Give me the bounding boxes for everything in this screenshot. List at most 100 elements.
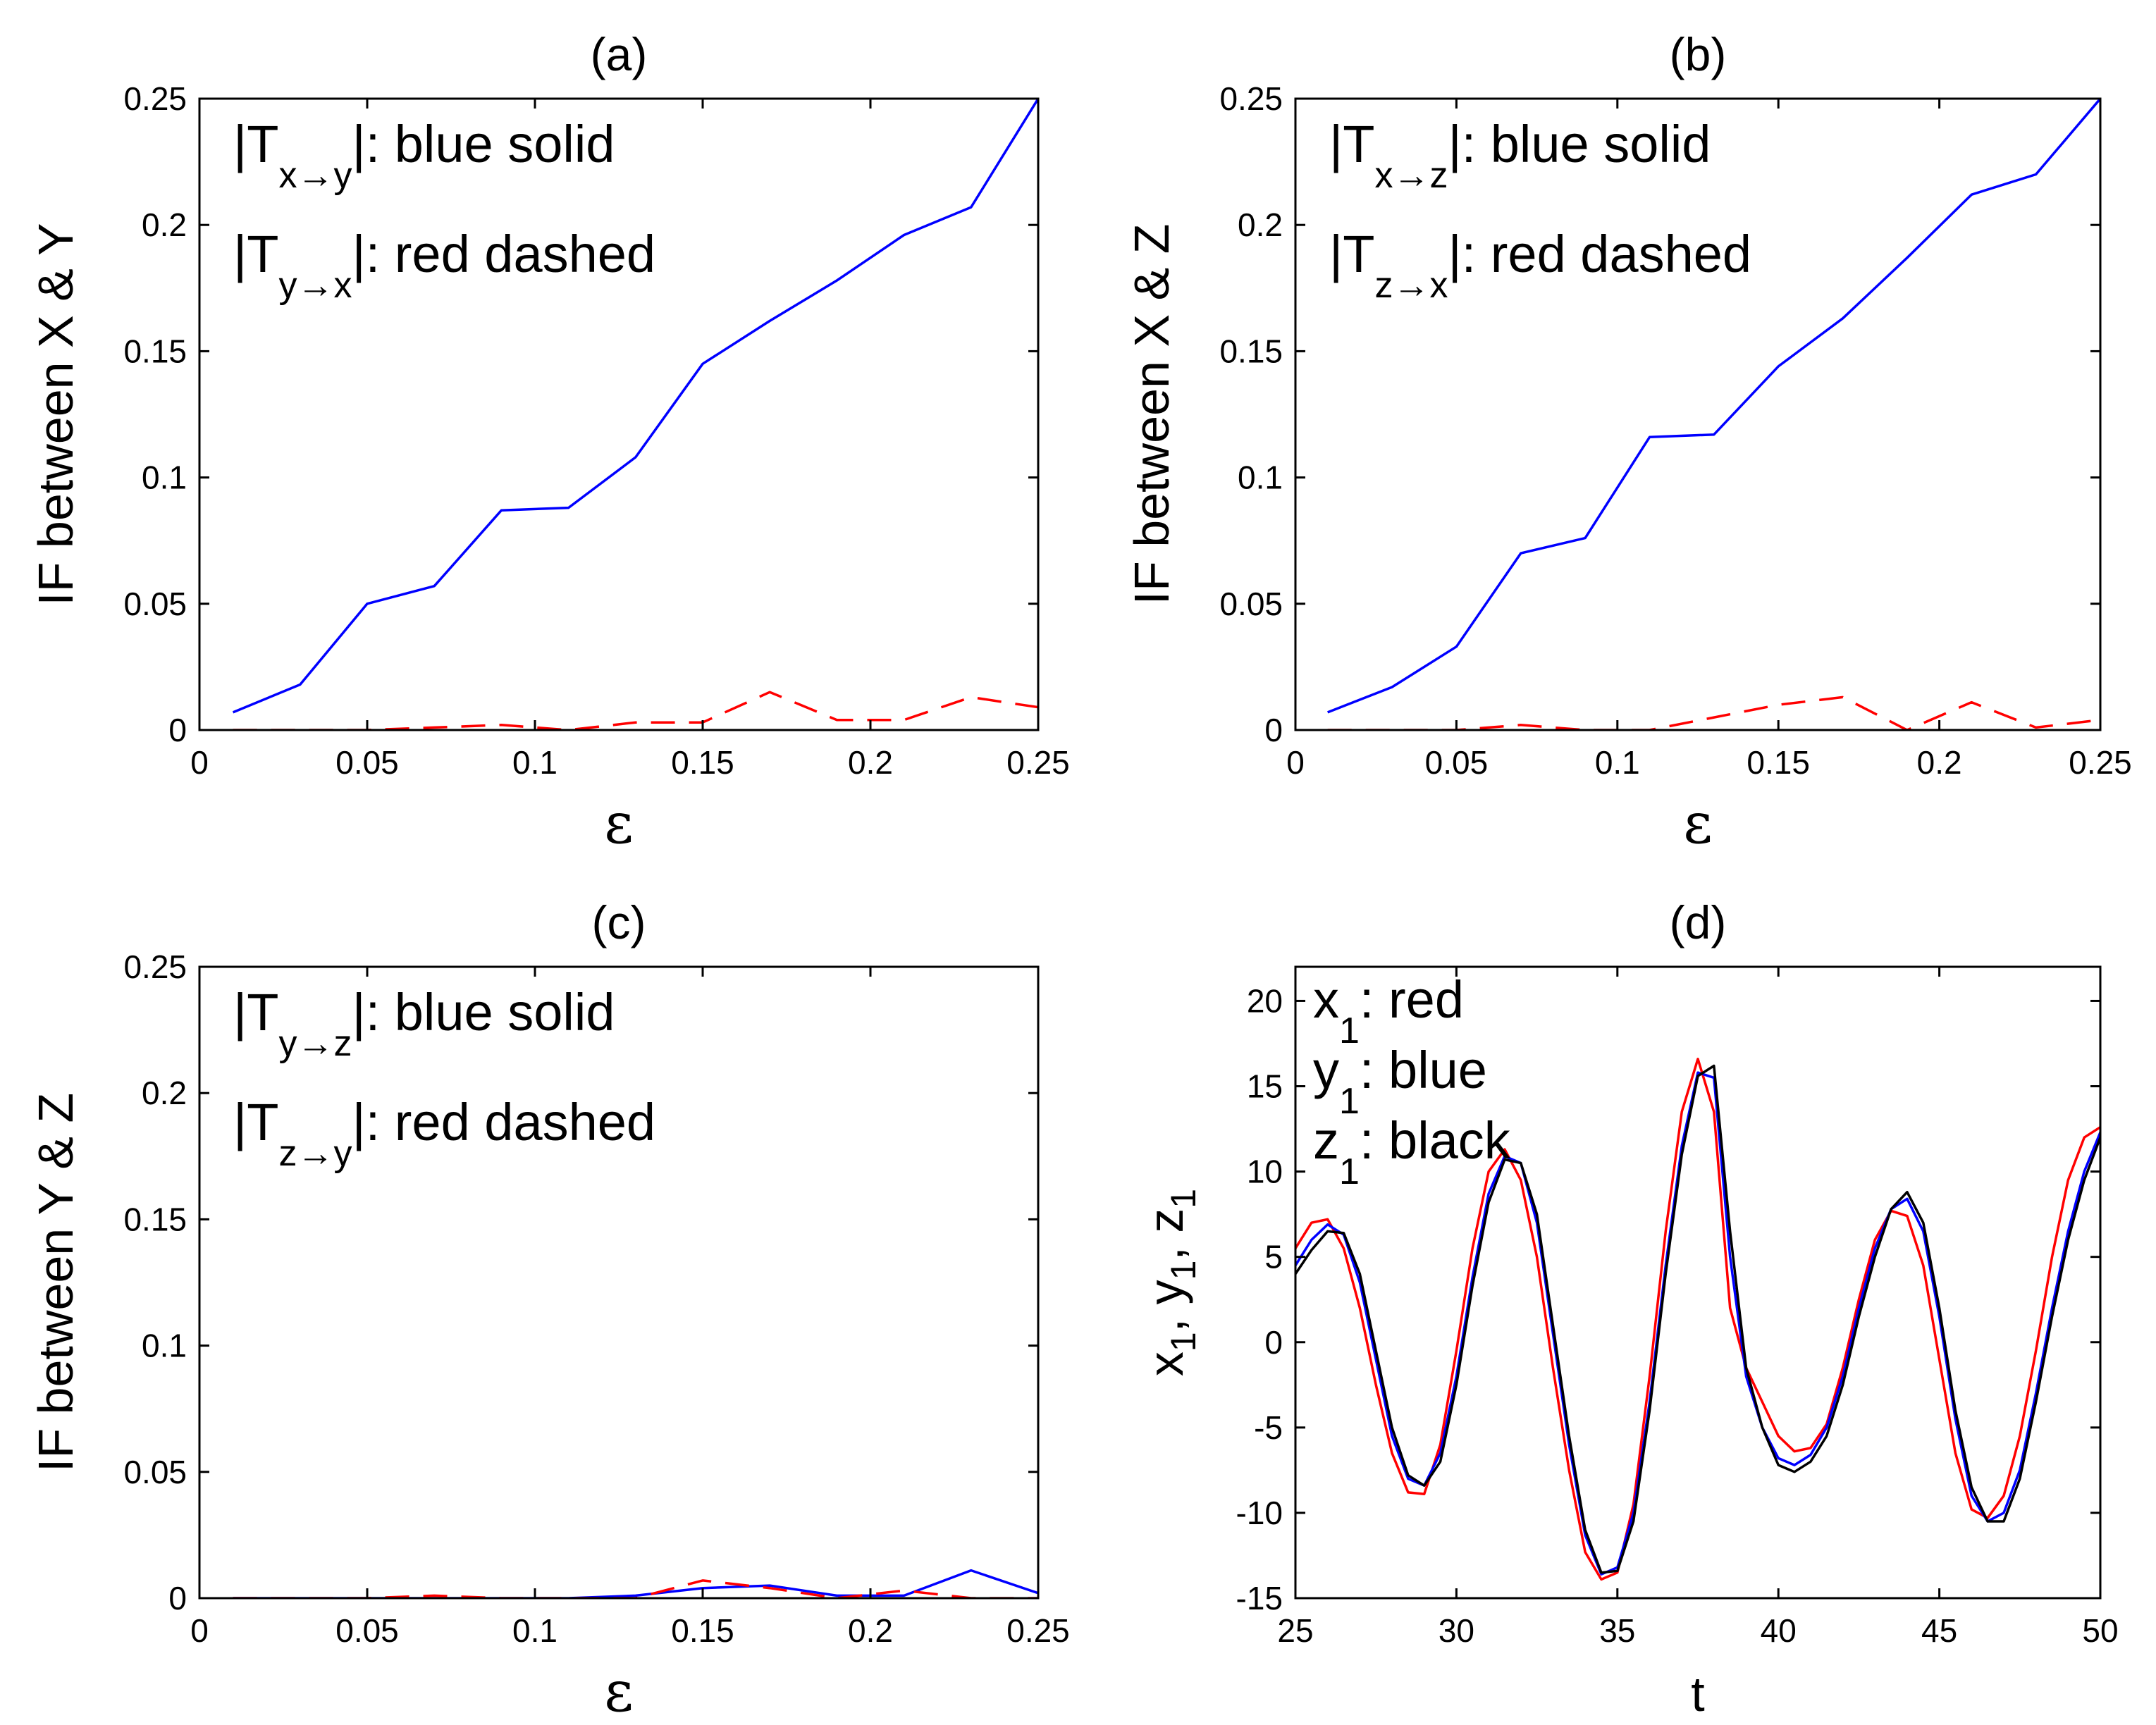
y-tick-label: 0 bbox=[1264, 712, 1283, 748]
x-tick-label: 0.2 bbox=[1917, 744, 1962, 781]
x-tick-label: 0 bbox=[190, 1612, 209, 1649]
x-axis-label: ε bbox=[604, 791, 633, 856]
y-axis-label: IF between X & Y bbox=[28, 223, 83, 605]
series-line-txy bbox=[232, 99, 1038, 714]
y-axis-label-part: x bbox=[1138, 1352, 1193, 1376]
y-tick-label: 0.2 bbox=[1238, 206, 1283, 243]
legend-subscript: 1 bbox=[1339, 1081, 1360, 1122]
legend-subscript: x→z bbox=[1374, 155, 1448, 196]
legend-suffix: |: blue solid bbox=[1448, 115, 1711, 173]
legend-entry: |Tx→y|: blue solid bbox=[233, 115, 615, 196]
legend-suffix: |: red dashed bbox=[1448, 225, 1751, 283]
legend-subscript: 1 bbox=[1339, 1151, 1360, 1192]
y-axis-label-sep: , bbox=[1138, 1233, 1193, 1261]
legend-suffix: : blue bbox=[1360, 1041, 1487, 1099]
x-tick-label: 35 bbox=[1599, 1612, 1635, 1649]
panel-title: (b) bbox=[1670, 28, 1727, 80]
legend-entry: x1: red bbox=[1313, 970, 1464, 1051]
y-axis-label-part: y bbox=[1138, 1280, 1193, 1304]
legend-subscript: y→z bbox=[278, 1023, 352, 1064]
x-tick-label: 0.05 bbox=[1425, 744, 1489, 781]
legend-suffix: |: red dashed bbox=[352, 1093, 655, 1151]
legend-subscript: z→x bbox=[1374, 265, 1448, 306]
y-tick-label: 0.25 bbox=[1219, 80, 1283, 117]
y-tick-label: -15 bbox=[1236, 1580, 1283, 1616]
x-tick-label: 0.05 bbox=[335, 744, 399, 781]
panel-d: 25 30 35 40 45 50 -15 -10 -5 0 5 10 15 20 (d) t x1, y1, … bbox=[1138, 896, 2119, 1721]
legend-prefix: |T bbox=[233, 1093, 278, 1151]
y-tick-label: 0 bbox=[168, 712, 187, 748]
legend-prefix: x bbox=[1313, 970, 1339, 1029]
x-tick-label: 0 bbox=[1286, 744, 1305, 781]
legend-entry: z1: black bbox=[1313, 1111, 1511, 1192]
legend-suffix: : red bbox=[1360, 970, 1464, 1029]
legend-entry: |Tz→x|: red dashed bbox=[1329, 225, 1751, 306]
y-tick-label: 0 bbox=[1264, 1324, 1283, 1361]
x-tick-label: 0.2 bbox=[848, 744, 893, 781]
y-axis-label: IF between Y & Z bbox=[28, 1093, 83, 1472]
x-tick-label: 40 bbox=[1761, 1612, 1797, 1649]
x-tick-label: 0.25 bbox=[1006, 744, 1070, 781]
x-axis-label: t bbox=[1691, 1667, 1704, 1721]
series-line-y1 bbox=[1295, 1071, 2100, 1576]
legend-subscript: x→y bbox=[278, 155, 352, 196]
y-tick-label: 5 bbox=[1264, 1239, 1283, 1275]
y-tick-label: 10 bbox=[1247, 1154, 1283, 1190]
x-tick-label: 0.25 bbox=[1006, 1612, 1070, 1649]
legend-prefix: |T bbox=[1329, 225, 1374, 283]
legend-prefix: |T bbox=[233, 225, 278, 283]
axes-frame bbox=[198, 97, 1040, 731]
y-axis-label: IF between X & Z bbox=[1124, 224, 1179, 605]
y-axis-label-sub: 1 bbox=[1164, 1189, 1203, 1208]
legend-entry: |Tz→y|: red dashed bbox=[233, 1093, 655, 1174]
y-axis-label-sep: , bbox=[1138, 1304, 1193, 1332]
legend-suffix: |: blue solid bbox=[352, 115, 615, 173]
legend-suffix: : black bbox=[1360, 1111, 1511, 1170]
panel-title: (c) bbox=[592, 896, 646, 948]
legend-entry: |Tx→z|: blue solid bbox=[1329, 115, 1711, 196]
legend-prefix: |T bbox=[233, 983, 278, 1041]
panel-title: (a) bbox=[591, 28, 648, 80]
panel-b: 0 0.05 0.1 0.15 0.2 0.25 0 0.05 0.1 0.15 0.2 0.25 (b… bbox=[1124, 28, 2132, 856]
x-tick-label: 0.1 bbox=[512, 744, 558, 781]
legend-entry: y1: blue bbox=[1313, 1041, 1487, 1122]
y-tick-label: 0.05 bbox=[123, 586, 187, 622]
y-tick-label: 0.15 bbox=[123, 1201, 187, 1237]
legend-subscript: 1 bbox=[1339, 1010, 1360, 1051]
legend-suffix: |: blue solid bbox=[352, 983, 615, 1041]
x-tick-label: 0.2 bbox=[848, 1612, 893, 1649]
x-tick-label: 0.1 bbox=[512, 1612, 558, 1649]
y-tick-label: 0.2 bbox=[142, 1075, 187, 1111]
panel-title: (d) bbox=[1670, 896, 1727, 948]
x-tick-label: 30 bbox=[1439, 1612, 1474, 1649]
x-axis-label: ε bbox=[604, 1659, 633, 1724]
legend-entry: |Ty→z|: blue solid bbox=[233, 983, 615, 1064]
x-axis-label: ε bbox=[1683, 791, 1712, 856]
axes-frame bbox=[1294, 97, 2102, 731]
y-tick-label: -5 bbox=[1254, 1409, 1283, 1446]
legend-suffix: |: red dashed bbox=[352, 225, 655, 283]
y-tick-label: 0.05 bbox=[123, 1454, 187, 1490]
y-tick-label: 0.25 bbox=[123, 80, 187, 117]
y-tick-label: 15 bbox=[1247, 1068, 1283, 1105]
legend-prefix: y bbox=[1313, 1041, 1339, 1099]
x-tick-label: 0.15 bbox=[671, 744, 734, 781]
series-line-txz bbox=[1327, 99, 2100, 714]
x-tick-label: 0.1 bbox=[1595, 744, 1640, 781]
y-tick-label: 0.15 bbox=[123, 333, 187, 369]
x-tick-label: 45 bbox=[1921, 1612, 1957, 1649]
y-tick-label: 0 bbox=[168, 1580, 187, 1616]
panel-c: 0 0.05 0.1 0.15 0.2 0.25 0 0.05 0.1 0.15 0.2 0.25 (c… bbox=[28, 896, 1070, 1724]
y-tick-label: 0.05 bbox=[1219, 586, 1283, 622]
y-axis-label-sub: 1 bbox=[1164, 1261, 1203, 1280]
legend-prefix: |T bbox=[233, 115, 278, 173]
y-axis-label: x1, y1, z1 bbox=[1138, 1189, 1203, 1376]
axes-frame bbox=[1294, 965, 2102, 1600]
y-tick-label: 0.15 bbox=[1219, 333, 1283, 369]
x-tick-label: 0 bbox=[190, 744, 209, 781]
y-tick-label: 0.1 bbox=[142, 1328, 187, 1364]
legend-prefix: |T bbox=[1329, 115, 1374, 173]
axes-frame bbox=[198, 965, 1040, 1600]
panel-a: 0 0.05 0.1 0.15 0.2 0.25 0 0.05 0.1 0.15 0.2 0.25 (a… bbox=[28, 28, 1070, 856]
